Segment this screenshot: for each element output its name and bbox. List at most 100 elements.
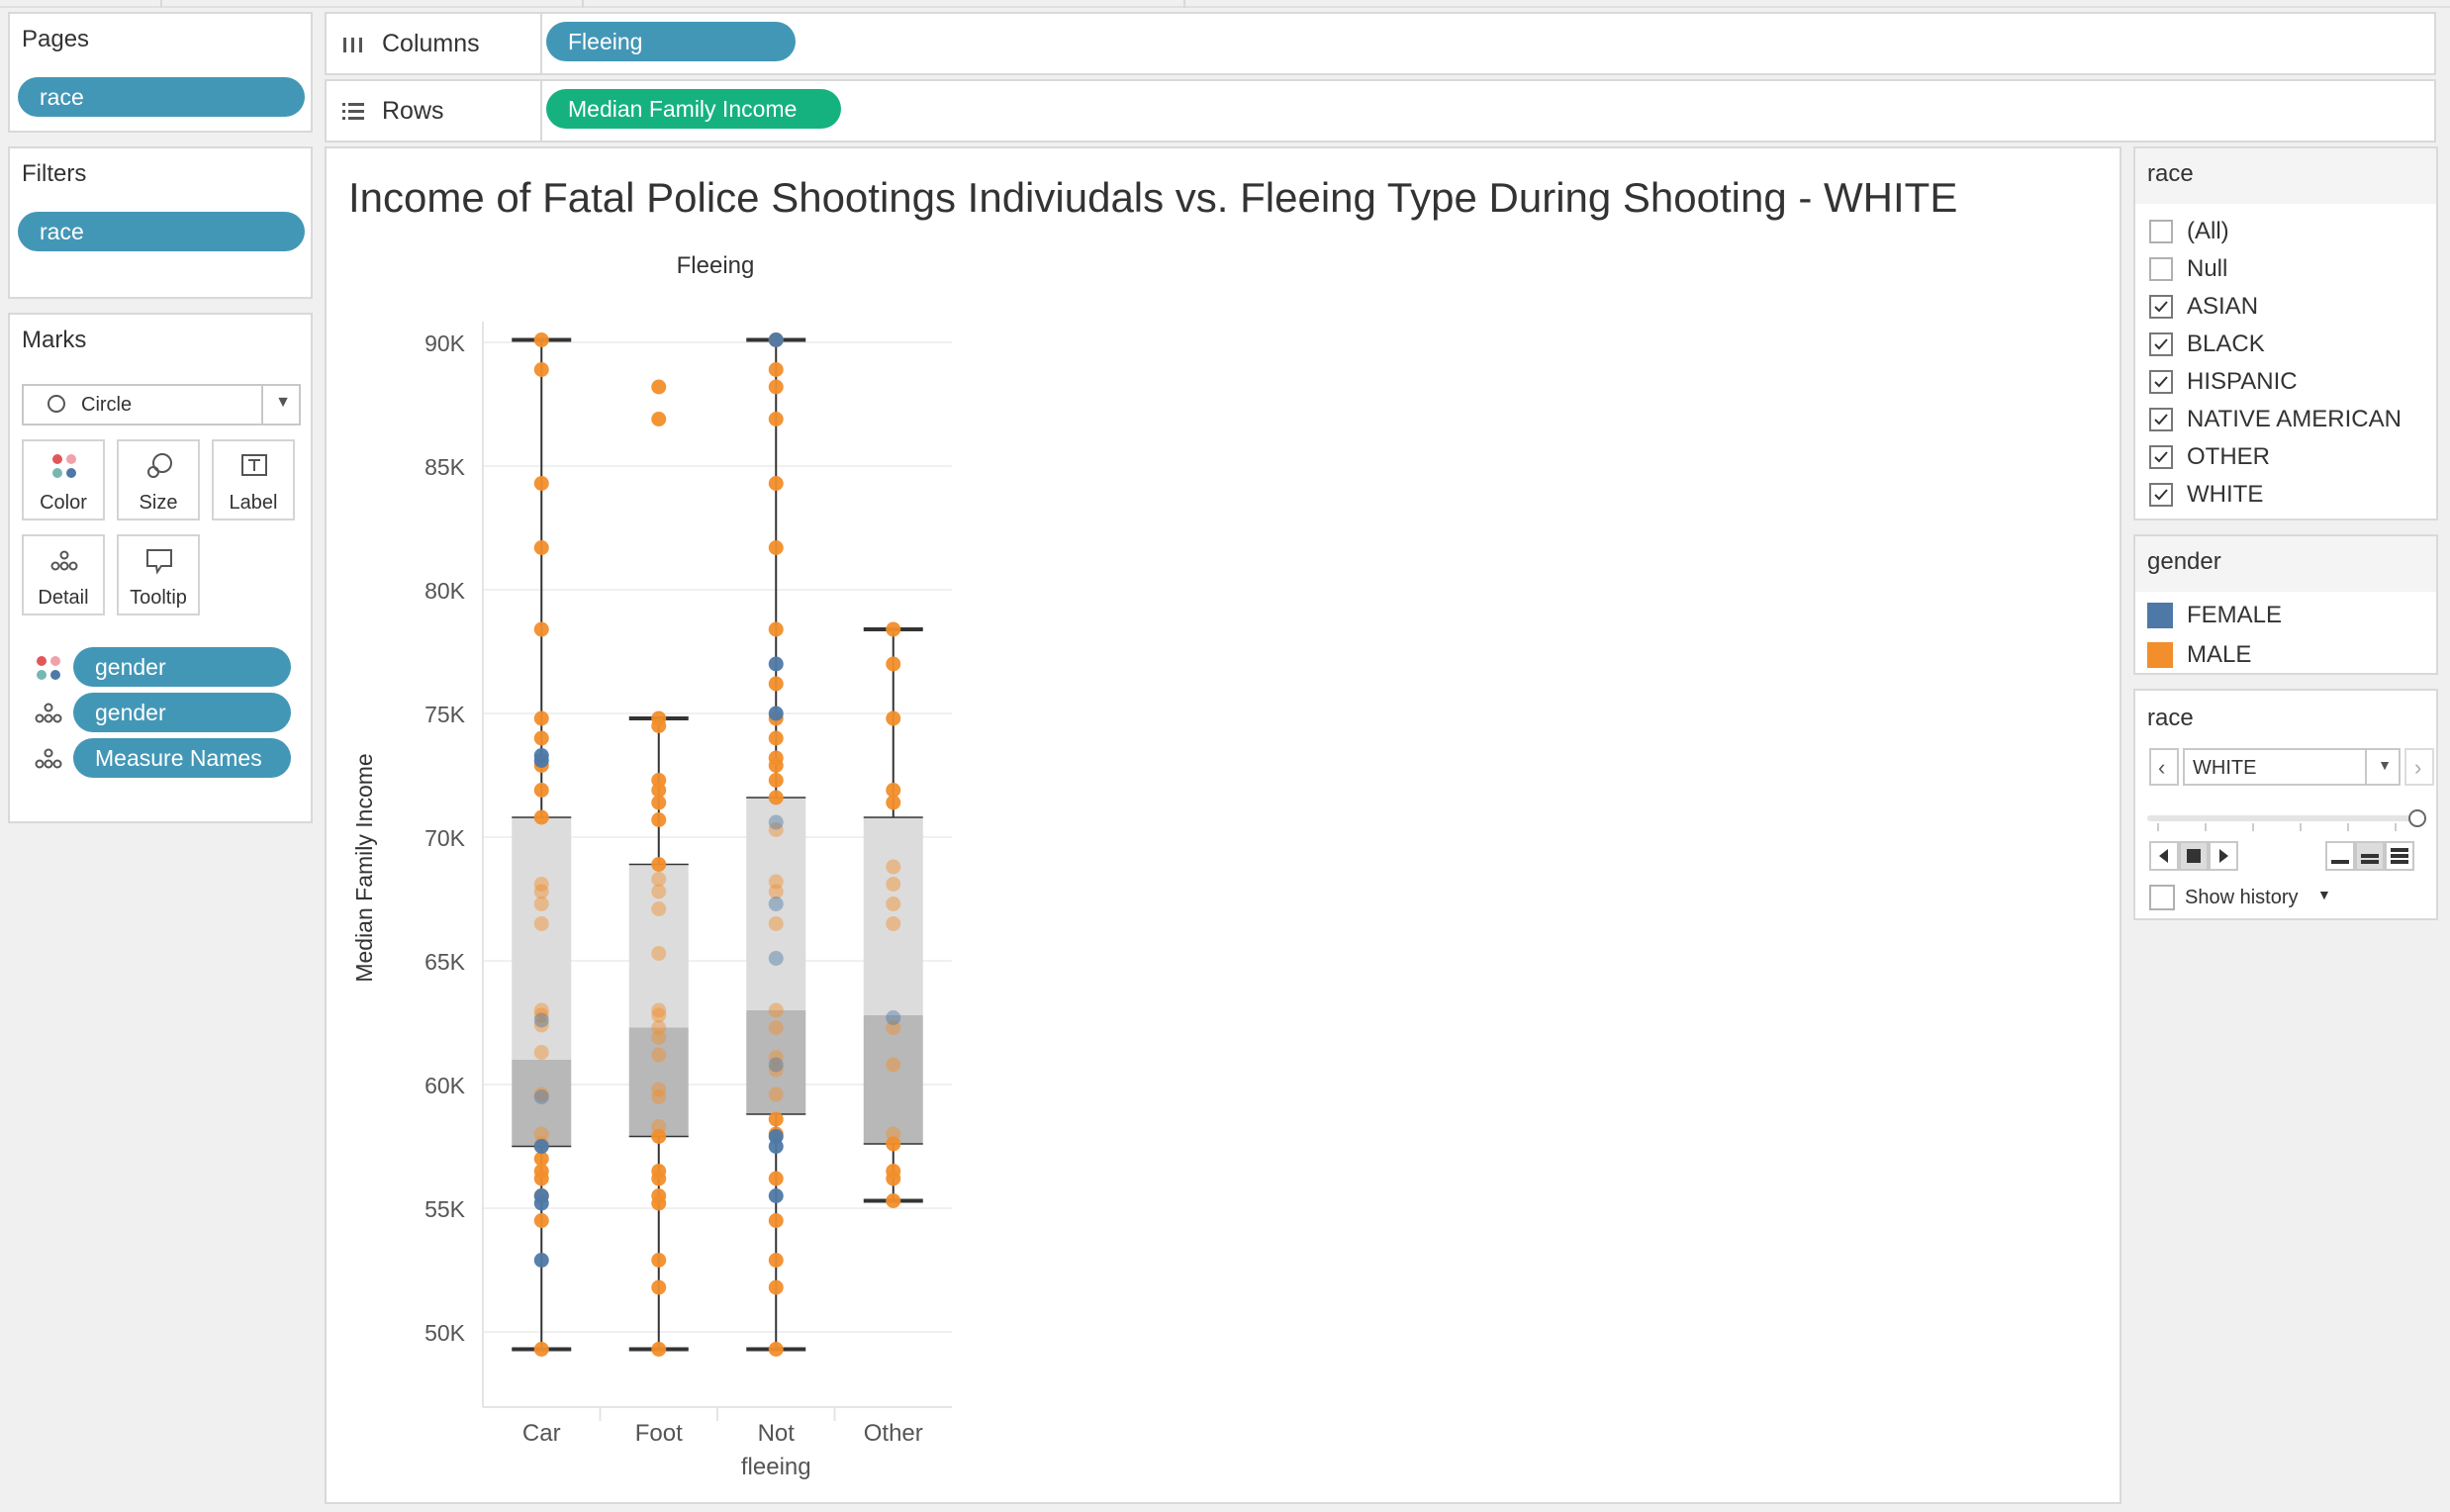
stop-button[interactable] <box>2179 841 2209 871</box>
filters-race-pill[interactable]: race <box>18 212 305 251</box>
rows-icon <box>342 103 364 120</box>
data-point-male <box>533 1151 549 1167</box>
chart-canvas: Income of Fatal Police Shootings Indiviu… <box>348 174 1957 1480</box>
legend-item-female[interactable]: FEMALE <box>2147 600 2282 631</box>
legend-label: MALE <box>2187 641 2252 668</box>
filter-item-label: (All) <box>2187 218 2229 244</box>
data-point-male <box>768 874 784 890</box>
filter-checkbox[interactable] <box>2149 408 2173 431</box>
data-point-male <box>651 1089 667 1104</box>
data-point-male <box>768 676 784 692</box>
caret-down-icon[interactable]: ▼ <box>2317 887 2331 902</box>
data-point-male <box>886 1136 901 1152</box>
chevron-down-icon: ▼ <box>2378 757 2392 773</box>
data-point-male <box>768 1279 784 1295</box>
data-point-male <box>768 621 784 637</box>
marks-gender-detail-pill[interactable]: gender <box>73 693 291 732</box>
pages-title: Pages <box>22 26 90 52</box>
race-filter-item[interactable]: (All) <box>2149 216 2229 247</box>
race-filter-item[interactable]: Null <box>2149 253 2227 285</box>
data-point-male <box>533 783 549 798</box>
chevron-down-icon: ▼ <box>275 394 291 411</box>
data-point-female <box>768 814 784 830</box>
filter-checkbox[interactable] <box>2149 370 2173 394</box>
data-point-male <box>886 1057 901 1073</box>
speed-fast-button[interactable] <box>2385 841 2414 871</box>
y-tick-label: 70K <box>424 825 466 851</box>
data-point-female <box>533 1253 549 1268</box>
dropdown-divider <box>261 386 263 424</box>
data-point-male <box>651 1002 667 1018</box>
speed-medium-icon <box>2361 854 2379 864</box>
marks-gender-color-pill[interactable]: gender <box>73 647 291 687</box>
color-button[interactable]: Color <box>22 439 105 520</box>
detail-button[interactable]: Detail <box>22 534 105 615</box>
filter-checkbox[interactable] <box>2149 445 2173 469</box>
data-point-male <box>768 540 784 555</box>
race-filter-item[interactable]: WHITE <box>2149 479 2263 511</box>
data-point-female <box>768 951 784 966</box>
slider-tick <box>2157 823 2159 831</box>
data-point-female <box>533 1012 549 1028</box>
prev-page-button[interactable]: ‹ <box>2149 748 2179 786</box>
size-button[interactable]: Size <box>117 439 200 520</box>
data-point-male <box>533 1002 549 1018</box>
label-button[interactable]: Label <box>212 439 295 520</box>
race-filter-item[interactable]: NATIVE AMERICAN <box>2149 404 2402 435</box>
speed-medium-button[interactable] <box>2355 841 2385 871</box>
chevron-right-icon: › <box>2414 755 2422 780</box>
show-history-label[interactable]: Show history <box>2185 887 2299 908</box>
data-point-male <box>533 1213 549 1228</box>
race-filter-item[interactable]: OTHER <box>2149 441 2270 473</box>
x-tick-label: Car <box>522 1420 561 1447</box>
filter-checkbox[interactable] <box>2149 295 2173 319</box>
rows-median-family-income-pill[interactable]: Median Family Income <box>546 89 841 129</box>
data-point-male <box>651 1129 667 1144</box>
filters-card: Filters race <box>8 146 313 299</box>
y-axis-title: Median Family Income <box>351 753 377 982</box>
filter-checkbox[interactable] <box>2149 483 2173 507</box>
play-forward-button[interactable] <box>2209 841 2238 871</box>
pages-card: Pages race <box>8 12 313 133</box>
color-button-label: Color <box>40 492 87 514</box>
data-point-male <box>533 877 549 892</box>
box-upper-half <box>863 817 923 1015</box>
race-filter-item[interactable]: ASIAN <box>2149 291 2258 323</box>
circle-mark-icon <box>47 395 65 413</box>
filter-checkbox[interactable] <box>2149 332 2173 356</box>
data-point-female <box>768 332 784 347</box>
data-point-female <box>886 1010 901 1025</box>
data-point-male <box>651 1279 667 1295</box>
y-tick-label: 50K <box>424 1320 466 1346</box>
data-point-female <box>768 897 784 911</box>
slider-tick <box>2300 823 2302 831</box>
y-tick-label: 60K <box>424 1073 466 1098</box>
filter-checkbox[interactable] <box>2149 257 2173 281</box>
mark-type-dropdown[interactable]: Circle ▼ <box>22 384 301 425</box>
legend-item-male[interactable]: MALE <box>2147 639 2251 671</box>
tooltip-button[interactable]: Tooltip <box>117 534 200 615</box>
box-upper-half <box>512 817 572 1060</box>
y-tick-label: 85K <box>424 454 466 480</box>
speed-slow-button[interactable] <box>2325 841 2355 871</box>
page-selector-dropdown[interactable]: WHITE ▼ <box>2183 748 2401 786</box>
show-history-checkbox[interactable] <box>2149 885 2175 910</box>
filter-checkbox[interactable] <box>2149 220 2173 243</box>
page-slider-track[interactable] <box>2147 815 2416 821</box>
size-button-label: Size <box>139 492 178 514</box>
race-filter-item[interactable]: BLACK <box>2149 329 2265 360</box>
data-point-male <box>886 1164 901 1179</box>
data-point-male <box>651 812 667 827</box>
page-slider-handle[interactable] <box>2408 809 2426 827</box>
pages-race-pill[interactable]: race <box>18 77 305 117</box>
data-point-male <box>768 1213 784 1228</box>
marks-measure-names-detail-pill[interactable]: Measure Names <box>73 738 291 778</box>
race-page-control: race ‹ WHITE ▼ › Show history ▼ <box>2133 689 2438 920</box>
play-backward-button[interactable] <box>2149 841 2179 871</box>
columns-fleeing-pill[interactable]: Fleeing <box>546 22 796 61</box>
shelf-divider <box>540 81 542 141</box>
race-filter-item[interactable]: HISPANIC <box>2149 366 2298 398</box>
data-point-male <box>651 773 667 788</box>
next-page-button[interactable]: › <box>2404 748 2434 786</box>
data-point-male <box>651 946 667 961</box>
